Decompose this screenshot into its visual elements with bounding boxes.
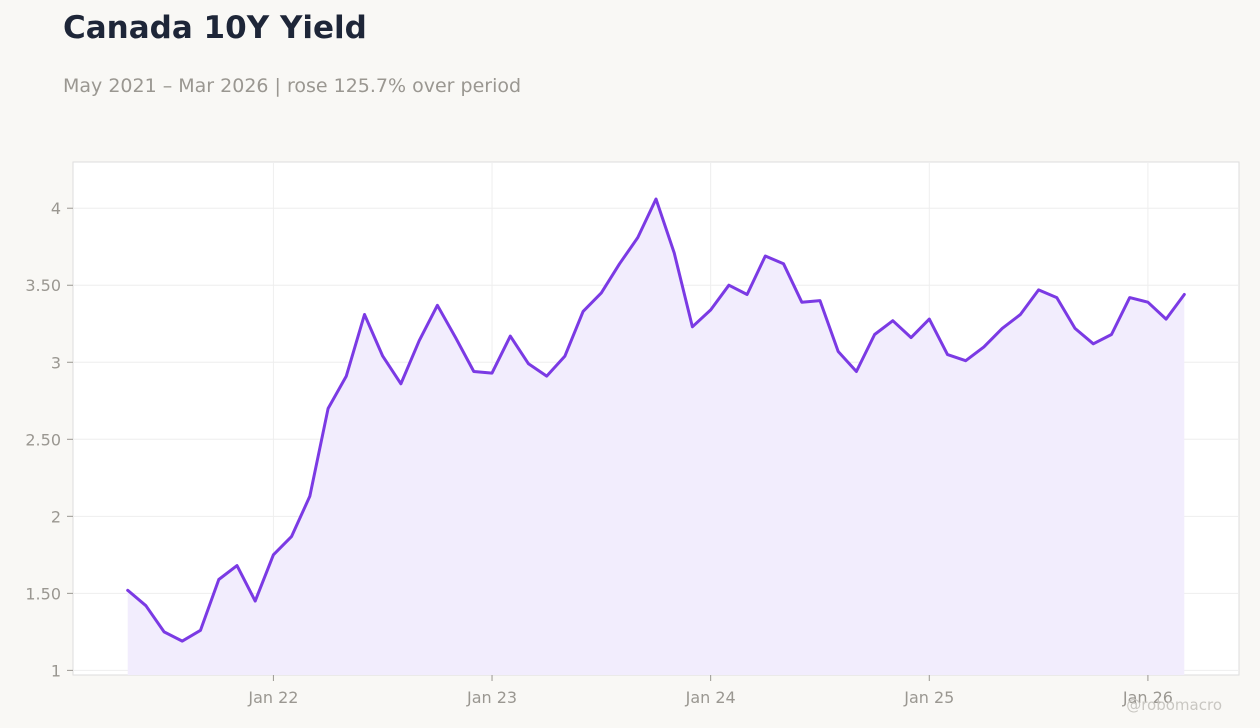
series-line: [126, 197, 1186, 643]
y-tick-label: 2: [51, 507, 61, 526]
series-area: [127, 199, 1185, 675]
y-tick-label: 3: [51, 353, 61, 372]
x-tick-label: Jan 23: [466, 688, 517, 707]
y-tick-label: 2.50: [25, 430, 61, 449]
y-tick-label: 1: [51, 661, 61, 680]
line-layer: [126, 197, 1186, 643]
x-axis-ticks: Jan 22 Jan 23 Jan 24 Jan 25 Jan 26: [247, 675, 1173, 707]
x-tick-label: Jan 22: [247, 688, 298, 707]
area-layer: [127, 199, 1185, 675]
x-tick-label: Jan 26: [1122, 688, 1173, 707]
y-axis-ticks: 1 1.50 2 2.50 3 3.50 4: [25, 199, 73, 680]
y-tick-label: 1.50: [25, 584, 61, 603]
watermark: @robomacro: [1126, 696, 1222, 714]
y-tick-label: 3.50: [25, 276, 61, 295]
x-tick-label: Jan 25: [903, 688, 954, 707]
y-tick-label: 4: [51, 199, 61, 218]
chart-subtitle: May 2021 – Mar 2026 | rose 125.7% over p…: [63, 75, 522, 97]
x-tick-label: Jan 24: [685, 688, 736, 707]
chart-title: Canada 10Y Yield: [63, 10, 367, 46]
